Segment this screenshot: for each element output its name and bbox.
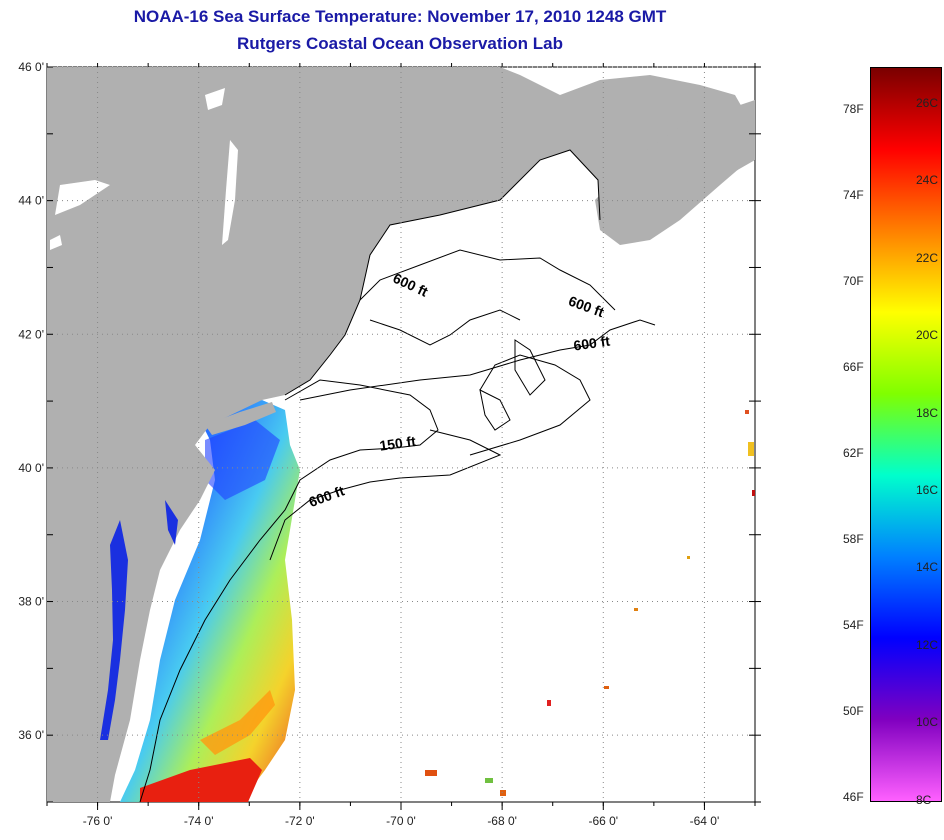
contour-label: 150 ft — [378, 433, 417, 454]
coastline — [284, 149, 601, 396]
sst-pixel — [752, 490, 755, 496]
lat-tick-label: 40 0' — [18, 461, 44, 475]
sst-pixel — [604, 686, 609, 689]
colorbar-fahrenheit-label: 50F — [843, 704, 864, 718]
land-nova-scotia — [595, 100, 755, 245]
colorbar-celsius-label: 10C — [916, 715, 939, 730]
sst-pixel — [425, 770, 437, 776]
lat-tick-label: 38 0' — [18, 595, 44, 609]
lon-tick-label: -68 0' — [487, 814, 517, 828]
temperature-colorbar — [870, 67, 942, 802]
lon-tick-label: -74 0' — [184, 814, 214, 828]
colorbar-fahrenheit-label: 66F — [843, 360, 864, 374]
colorbar-fahrenheit-label: 70F — [843, 274, 864, 288]
lat-tick-label: 36 0' — [18, 728, 44, 742]
lon-tick-label: -64 0' — [690, 814, 720, 828]
sst-pixel — [500, 790, 506, 796]
land-us — [47, 67, 755, 802]
sst-warm-patch — [140, 758, 262, 802]
sst-cool-patch — [205, 420, 280, 500]
isobath-contours — [139, 249, 656, 802]
colorbar-fahrenheit-label: 54F — [843, 618, 864, 632]
lake — [55, 180, 110, 215]
delaware-bay — [165, 500, 178, 545]
land-long-island — [205, 402, 276, 435]
lake — [50, 235, 62, 250]
lon-tick-label: -66 0' — [588, 814, 618, 828]
sst-pixel — [687, 556, 690, 559]
colorbar-fahrenheit-label: 58F — [843, 532, 864, 546]
lat-tick-label: 44 0' — [18, 194, 44, 208]
colorbar-celsius-label: 20C — [916, 328, 939, 343]
colorbar-celsius-label: 12C — [916, 637, 939, 652]
lon-tick-label: -70 0' — [386, 814, 416, 828]
colorbar-celsius-label: 16C — [916, 483, 939, 497]
colorbar-fahrenheit-label: 46F — [843, 790, 864, 804]
lake — [205, 88, 225, 110]
lake — [222, 140, 238, 245]
sst-pixel — [634, 608, 638, 611]
colorbar-celsius-label: 8C — [916, 792, 932, 807]
colorbar-celsius-label: 18C — [916, 405, 939, 420]
lon-tick-label: -76 0' — [83, 814, 113, 828]
colorbar-fahrenheit-label: 62F — [843, 446, 864, 460]
axis-ticks: -76 0' -74 0' -72 0' -70 0' -68 0' -66 0' -64 … — [18, 60, 761, 828]
chesapeake-bay — [100, 520, 128, 740]
colorbar-fahrenheit-label: 78F — [843, 102, 864, 116]
sst-pixel — [748, 442, 754, 456]
sst-orange-patch — [200, 690, 275, 755]
colorbar-celsius-label: 24C — [916, 173, 939, 188]
colorbar-celsius-label: 26C — [916, 96, 939, 110]
lat-tick-label: 42 0' — [18, 327, 44, 341]
sst-pixel — [547, 700, 551, 706]
colorbar-celsius-label: 14C — [916, 560, 939, 575]
sst-pixel — [745, 410, 749, 414]
contour-label: 600 ft — [572, 333, 611, 354]
map-subtitle: Rutgers Coastal Ocean Observation Lab — [237, 34, 563, 53]
lon-tick-label: -72 0' — [285, 814, 315, 828]
sst-pixel — [485, 778, 493, 783]
lat-lon-grid — [47, 66, 755, 802]
lat-tick-label: 46 0' — [18, 60, 44, 74]
colorbar-gradient — [870, 67, 942, 802]
sst-swath — [120, 400, 300, 802]
map-title: NOAA-16 Sea Surface Temperature: Novembe… — [133, 7, 667, 26]
colorbar-fahrenheit-label: 74F — [843, 188, 864, 202]
colorbar-celsius-label: 22C — [916, 250, 939, 265]
